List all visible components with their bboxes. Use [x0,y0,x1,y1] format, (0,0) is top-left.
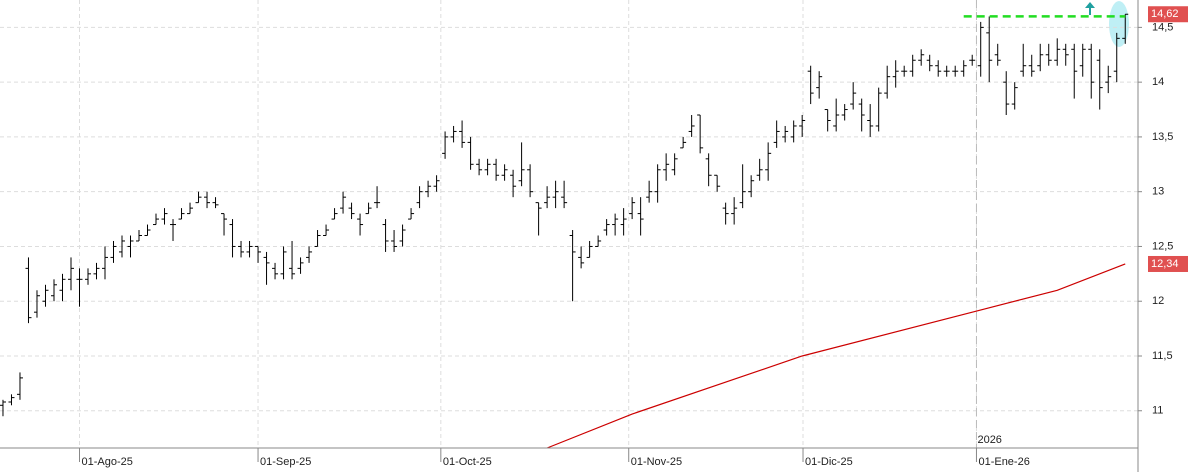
x-tick-label: 01-Ago-25 [81,456,132,468]
y-tick-label: 13 [1152,186,1164,198]
highlight-ellipse [1109,1,1129,47]
x-tick-label: 01-Oct-25 [443,456,492,468]
x-tick-label: 01-Dic-25 [805,456,853,468]
price-label: 12,34 [1151,258,1179,270]
x-tick-label: 01-Nov-25 [631,456,682,468]
y-tick-label: 12,5 [1152,240,1173,252]
y-tick-label: 11,5 [1152,350,1173,362]
up-arrow [1085,2,1095,15]
y-tick-label: 14,5 [1152,21,1173,33]
year-marker-label: 2026 [977,434,1001,446]
price-label-box [1148,6,1188,23]
x-tick-label: 01-Ene-26 [978,456,1029,468]
y-tick-label: 13,5 [1152,131,1173,143]
moving-average [546,263,1126,449]
y-tick-label: 11 [1152,405,1163,417]
y-tick-label: 14 [1152,76,1164,88]
y-tick-label: 12 [1152,295,1164,307]
price-label-box [1148,255,1188,272]
x-tick-label: 01-Sep-25 [260,456,311,468]
price-label: 14,62 [1151,8,1179,20]
